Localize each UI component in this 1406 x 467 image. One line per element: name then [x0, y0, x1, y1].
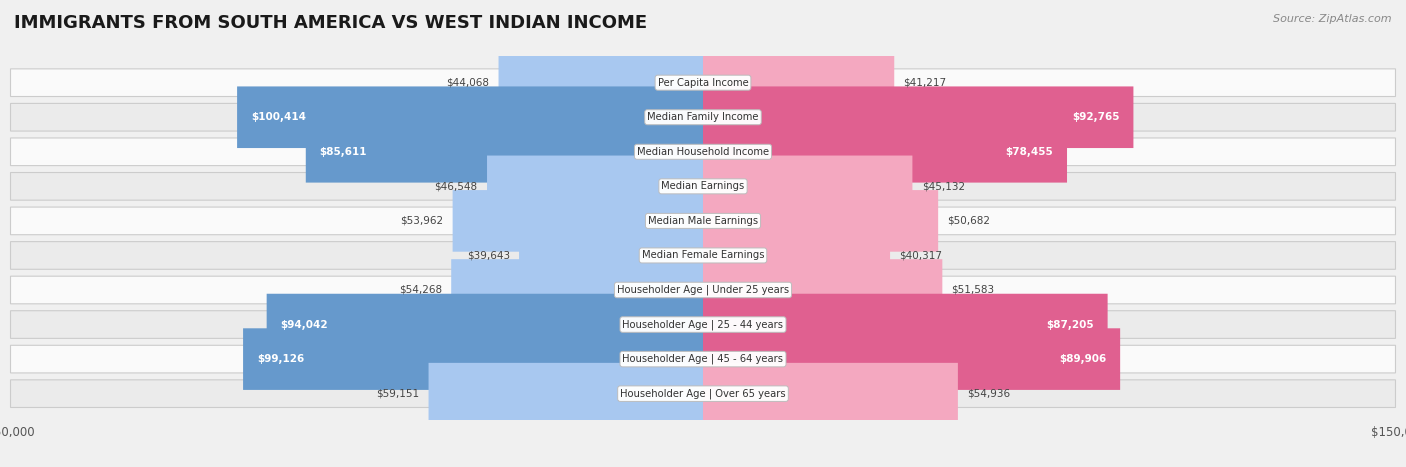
FancyBboxPatch shape	[267, 294, 703, 355]
Text: $54,268: $54,268	[399, 285, 441, 295]
FancyBboxPatch shape	[703, 86, 1133, 148]
Text: Median Family Income: Median Family Income	[647, 112, 759, 122]
FancyBboxPatch shape	[10, 276, 1396, 304]
Text: $94,042: $94,042	[281, 319, 328, 330]
Text: $78,455: $78,455	[1005, 147, 1053, 157]
FancyBboxPatch shape	[305, 121, 703, 183]
Text: $59,151: $59,151	[377, 389, 419, 399]
FancyBboxPatch shape	[486, 156, 703, 217]
Text: $45,132: $45,132	[922, 181, 965, 191]
FancyBboxPatch shape	[10, 172, 1396, 200]
FancyBboxPatch shape	[519, 225, 703, 286]
FancyBboxPatch shape	[10, 207, 1396, 235]
FancyBboxPatch shape	[453, 190, 703, 252]
Text: $89,906: $89,906	[1059, 354, 1107, 364]
FancyBboxPatch shape	[703, 363, 957, 425]
Text: Per Capita Income: Per Capita Income	[658, 78, 748, 88]
Text: Source: ZipAtlas.com: Source: ZipAtlas.com	[1274, 14, 1392, 24]
Text: Median Male Earnings: Median Male Earnings	[648, 216, 758, 226]
Text: Householder Age | 25 - 44 years: Householder Age | 25 - 44 years	[623, 319, 783, 330]
FancyBboxPatch shape	[451, 259, 703, 321]
FancyBboxPatch shape	[10, 345, 1396, 373]
Text: IMMIGRANTS FROM SOUTH AMERICA VS WEST INDIAN INCOME: IMMIGRANTS FROM SOUTH AMERICA VS WEST IN…	[14, 14, 647, 32]
FancyBboxPatch shape	[10, 241, 1396, 269]
FancyBboxPatch shape	[10, 311, 1396, 339]
Text: Median Earnings: Median Earnings	[661, 181, 745, 191]
Text: Householder Age | 45 - 64 years: Householder Age | 45 - 64 years	[623, 354, 783, 364]
Text: $92,765: $92,765	[1071, 112, 1119, 122]
Text: $54,936: $54,936	[967, 389, 1011, 399]
FancyBboxPatch shape	[703, 156, 912, 217]
Text: $41,217: $41,217	[904, 78, 946, 88]
Text: $40,317: $40,317	[900, 250, 942, 261]
Text: $85,611: $85,611	[319, 147, 367, 157]
Text: $53,962: $53,962	[401, 216, 443, 226]
Text: $100,414: $100,414	[252, 112, 307, 122]
FancyBboxPatch shape	[703, 294, 1108, 355]
Text: Householder Age | Over 65 years: Householder Age | Over 65 years	[620, 389, 786, 399]
Text: $44,068: $44,068	[446, 78, 489, 88]
FancyBboxPatch shape	[703, 52, 894, 113]
FancyBboxPatch shape	[10, 380, 1396, 408]
FancyBboxPatch shape	[703, 328, 1121, 390]
FancyBboxPatch shape	[429, 363, 703, 425]
Text: $51,583: $51,583	[952, 285, 994, 295]
Text: $39,643: $39,643	[467, 250, 510, 261]
FancyBboxPatch shape	[703, 225, 890, 286]
FancyBboxPatch shape	[703, 121, 1067, 183]
FancyBboxPatch shape	[499, 52, 703, 113]
FancyBboxPatch shape	[10, 138, 1396, 166]
FancyBboxPatch shape	[10, 69, 1396, 97]
Text: $46,548: $46,548	[434, 181, 478, 191]
FancyBboxPatch shape	[703, 259, 942, 321]
FancyBboxPatch shape	[238, 86, 703, 148]
FancyBboxPatch shape	[10, 103, 1396, 131]
Text: Median Household Income: Median Household Income	[637, 147, 769, 157]
Text: $50,682: $50,682	[948, 216, 990, 226]
Text: $87,205: $87,205	[1046, 319, 1094, 330]
FancyBboxPatch shape	[243, 328, 703, 390]
Text: Householder Age | Under 25 years: Householder Age | Under 25 years	[617, 285, 789, 295]
Text: Median Female Earnings: Median Female Earnings	[641, 250, 765, 261]
FancyBboxPatch shape	[703, 190, 938, 252]
Text: $99,126: $99,126	[257, 354, 304, 364]
